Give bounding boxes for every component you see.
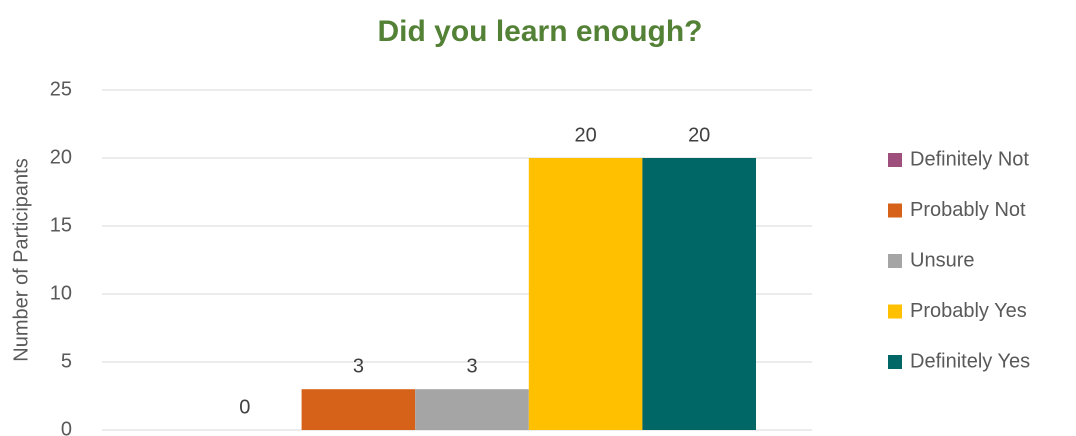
legend-swatch <box>888 304 902 319</box>
legend-label: Probably Yes <box>910 300 1027 322</box>
y-tick-label: 0 <box>61 418 72 436</box>
legend-swatch <box>888 203 902 218</box>
data-label: 3 <box>466 355 477 377</box>
legend-label: Unsure <box>910 249 974 271</box>
y-tick-label: 10 <box>50 282 72 304</box>
legend-label: Definitely Yes <box>910 350 1030 372</box>
y-tick-label: 20 <box>50 146 72 168</box>
y-axis-label: Number of Participants <box>10 158 32 361</box>
bar <box>528 158 643 430</box>
bar <box>301 389 416 430</box>
data-label: 0 <box>239 396 250 418</box>
bar <box>415 389 529 430</box>
data-label: 3 <box>353 355 364 377</box>
legend-swatch <box>888 153 902 167</box>
legend-swatch <box>888 254 902 268</box>
y-tick-label: 15 <box>50 214 72 236</box>
chart-title: Did you learn enough? <box>377 15 702 48</box>
legend-label: Definitely Not <box>910 148 1029 170</box>
legend-label: Probably Not <box>910 199 1026 221</box>
data-label: 20 <box>688 124 710 146</box>
legend-swatch <box>888 355 902 369</box>
bar <box>642 158 756 430</box>
y-tick-label: 5 <box>61 350 72 372</box>
y-tick-label: 25 <box>50 78 72 100</box>
data-label: 20 <box>574 124 596 146</box>
